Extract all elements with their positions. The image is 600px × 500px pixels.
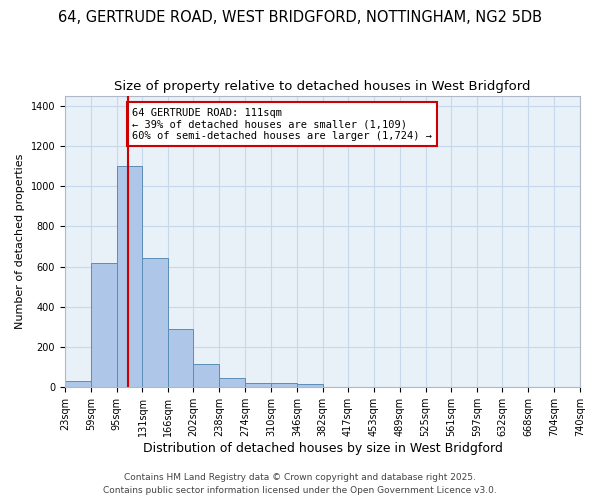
Title: Size of property relative to detached houses in West Bridgford: Size of property relative to detached ho… bbox=[114, 80, 531, 93]
Bar bbox=[220, 378, 245, 387]
Bar bbox=[167, 329, 193, 387]
Text: 64 GERTRUDE ROAD: 111sqm
← 39% of detached houses are smaller (1,109)
60% of sem: 64 GERTRUDE ROAD: 111sqm ← 39% of detach… bbox=[132, 108, 432, 141]
Bar bbox=[65, 381, 91, 387]
X-axis label: Distribution of detached houses by size in West Bridgford: Distribution of detached houses by size … bbox=[143, 442, 502, 455]
Bar bbox=[271, 383, 297, 387]
Bar bbox=[297, 384, 323, 387]
Bar bbox=[91, 262, 116, 387]
Bar bbox=[245, 383, 271, 387]
Y-axis label: Number of detached properties: Number of detached properties bbox=[15, 154, 25, 329]
Text: 64, GERTRUDE ROAD, WEST BRIDGFORD, NOTTINGHAM, NG2 5DB: 64, GERTRUDE ROAD, WEST BRIDGFORD, NOTTI… bbox=[58, 10, 542, 25]
Text: Contains HM Land Registry data © Crown copyright and database right 2025.
Contai: Contains HM Land Registry data © Crown c… bbox=[103, 474, 497, 495]
Bar bbox=[142, 258, 169, 387]
Bar bbox=[116, 166, 142, 387]
Bar bbox=[193, 364, 220, 387]
